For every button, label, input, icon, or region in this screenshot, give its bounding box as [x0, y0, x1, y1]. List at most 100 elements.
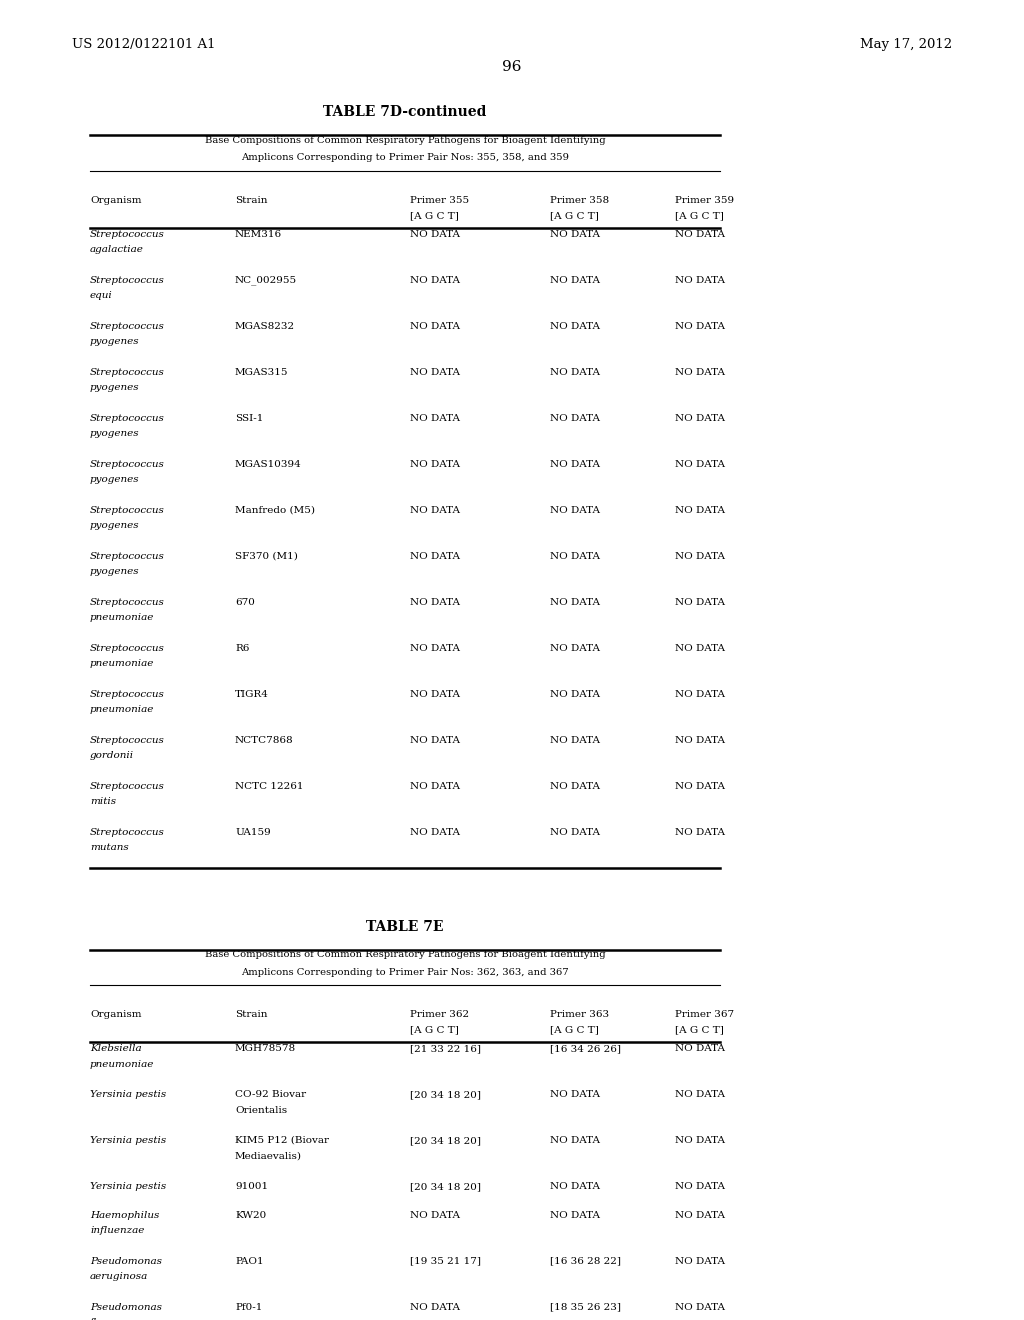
Text: PAO1: PAO1	[234, 1257, 263, 1266]
Text: Strain: Strain	[234, 195, 267, 205]
Text: Primer 359: Primer 359	[675, 195, 734, 205]
Text: Streptococcus: Streptococcus	[90, 828, 165, 837]
Text: NO DATA: NO DATA	[675, 276, 725, 285]
Text: Base Compositions of Common Respiratory Pathogens for Bioagent Identifying: Base Compositions of Common Respiratory …	[205, 950, 605, 960]
Text: NO DATA: NO DATA	[550, 552, 600, 561]
Text: Primer 355: Primer 355	[410, 195, 469, 205]
Text: CO-92 Biovar: CO-92 Biovar	[234, 1090, 306, 1100]
Text: pyogenes: pyogenes	[90, 337, 139, 346]
Text: [20 34 18 20]: [20 34 18 20]	[410, 1181, 481, 1191]
Text: pyogenes: pyogenes	[90, 521, 139, 531]
Text: NO DATA: NO DATA	[550, 230, 600, 239]
Text: Haemophilus: Haemophilus	[90, 1210, 160, 1220]
Text: NCTC 12261: NCTC 12261	[234, 781, 303, 791]
Text: 670: 670	[234, 598, 255, 606]
Text: NO DATA: NO DATA	[410, 781, 460, 791]
Text: NO DATA: NO DATA	[550, 413, 600, 422]
Text: MGAS10394: MGAS10394	[234, 459, 302, 469]
Text: NO DATA: NO DATA	[675, 781, 725, 791]
Text: NO DATA: NO DATA	[675, 506, 725, 515]
Text: [20 34 18 20]: [20 34 18 20]	[410, 1090, 481, 1100]
Text: Primer 358: Primer 358	[550, 195, 609, 205]
Text: NO DATA: NO DATA	[675, 735, 725, 744]
Text: NO DATA: NO DATA	[410, 459, 460, 469]
Text: TABLE 7E: TABLE 7E	[367, 920, 443, 933]
Text: KIM5 P12 (Biovar: KIM5 P12 (Biovar	[234, 1137, 329, 1144]
Text: Mediaevalis): Mediaevalis)	[234, 1151, 302, 1160]
Text: NO DATA: NO DATA	[410, 598, 460, 606]
Text: Orientalis: Orientalis	[234, 1106, 287, 1114]
Text: Pf0-1: Pf0-1	[234, 1303, 262, 1312]
Text: US 2012/0122101 A1: US 2012/0122101 A1	[72, 38, 215, 51]
Text: May 17, 2012: May 17, 2012	[860, 38, 952, 51]
Text: [A G C T]: [A G C T]	[675, 1026, 724, 1035]
Text: NO DATA: NO DATA	[550, 735, 600, 744]
Text: NO DATA: NO DATA	[675, 1090, 725, 1100]
Text: NO DATA: NO DATA	[410, 506, 460, 515]
Text: Primer 362: Primer 362	[410, 1010, 469, 1019]
Text: TABLE 7D-continued: TABLE 7D-continued	[324, 106, 486, 119]
Text: NO DATA: NO DATA	[675, 1303, 725, 1312]
Text: equi: equi	[90, 290, 113, 300]
Text: influenzae: influenzae	[90, 1226, 144, 1236]
Text: NO DATA: NO DATA	[675, 689, 725, 698]
Text: NO DATA: NO DATA	[675, 367, 725, 376]
Text: Amplicons Corresponding to Primer Pair Nos: 362, 363, and 367: Amplicons Corresponding to Primer Pair N…	[242, 968, 568, 977]
Text: mutans: mutans	[90, 843, 129, 851]
Text: Primer 363: Primer 363	[550, 1010, 609, 1019]
Text: Yersinia pestis: Yersinia pestis	[90, 1090, 166, 1100]
Text: UA159: UA159	[234, 828, 270, 837]
Text: NO DATA: NO DATA	[410, 367, 460, 376]
Text: Streptococcus: Streptococcus	[90, 506, 165, 515]
Text: NC_002955: NC_002955	[234, 276, 297, 285]
Text: NO DATA: NO DATA	[550, 1210, 600, 1220]
Text: Yersinia pestis: Yersinia pestis	[90, 1181, 166, 1191]
Text: 96: 96	[502, 59, 522, 74]
Text: NO DATA: NO DATA	[550, 828, 600, 837]
Text: NO DATA: NO DATA	[675, 413, 725, 422]
Text: NO DATA: NO DATA	[675, 552, 725, 561]
Text: pneumoniae: pneumoniae	[90, 612, 155, 622]
Text: [A G C T]: [A G C T]	[410, 211, 459, 220]
Text: TIGR4: TIGR4	[234, 689, 269, 698]
Text: Manfredo (M5): Manfredo (M5)	[234, 506, 315, 515]
Text: NO DATA: NO DATA	[550, 1137, 600, 1144]
Text: NO DATA: NO DATA	[410, 828, 460, 837]
Text: Streptococcus: Streptococcus	[90, 689, 165, 698]
Text: NO DATA: NO DATA	[675, 322, 725, 330]
Text: Organism: Organism	[90, 195, 141, 205]
Text: agalactiae: agalactiae	[90, 246, 144, 253]
Text: Klebsiella: Klebsiella	[90, 1044, 141, 1053]
Text: Streptococcus: Streptococcus	[90, 644, 165, 652]
Text: NO DATA: NO DATA	[675, 459, 725, 469]
Text: pyogenes: pyogenes	[90, 475, 139, 484]
Text: NO DATA: NO DATA	[550, 644, 600, 652]
Text: NO DATA: NO DATA	[675, 598, 725, 606]
Text: Streptococcus: Streptococcus	[90, 781, 165, 791]
Text: [A G C T]: [A G C T]	[550, 1026, 599, 1035]
Text: NO DATA: NO DATA	[550, 322, 600, 330]
Text: pneumoniae: pneumoniae	[90, 1060, 155, 1068]
Text: NO DATA: NO DATA	[410, 644, 460, 652]
Text: Yersinia pestis: Yersinia pestis	[90, 1137, 166, 1144]
Text: Streptococcus: Streptococcus	[90, 367, 165, 376]
Text: pneumoniae: pneumoniae	[90, 705, 155, 714]
Text: pyogenes: pyogenes	[90, 383, 139, 392]
Text: Base Compositions of Common Respiratory Pathogens for Bioagent Identifying: Base Compositions of Common Respiratory …	[205, 136, 605, 144]
Text: Primer 367: Primer 367	[675, 1010, 734, 1019]
Text: SSI-1: SSI-1	[234, 413, 263, 422]
Text: Streptococcus: Streptococcus	[90, 276, 165, 285]
Text: gordonii: gordonii	[90, 751, 134, 760]
Text: 91001: 91001	[234, 1181, 268, 1191]
Text: NO DATA: NO DATA	[675, 230, 725, 239]
Text: Streptococcus: Streptococcus	[90, 598, 165, 606]
Text: pyogenes: pyogenes	[90, 429, 139, 438]
Text: NCTC7868: NCTC7868	[234, 735, 294, 744]
Text: Pseudomonas: Pseudomonas	[90, 1303, 162, 1312]
Text: [21 33 22 16]: [21 33 22 16]	[410, 1044, 481, 1053]
Text: NO DATA: NO DATA	[675, 1257, 725, 1266]
Text: NO DATA: NO DATA	[550, 1090, 600, 1100]
Text: NEM316: NEM316	[234, 230, 283, 239]
Text: [A G C T]: [A G C T]	[675, 211, 724, 220]
Text: NO DATA: NO DATA	[410, 1303, 460, 1312]
